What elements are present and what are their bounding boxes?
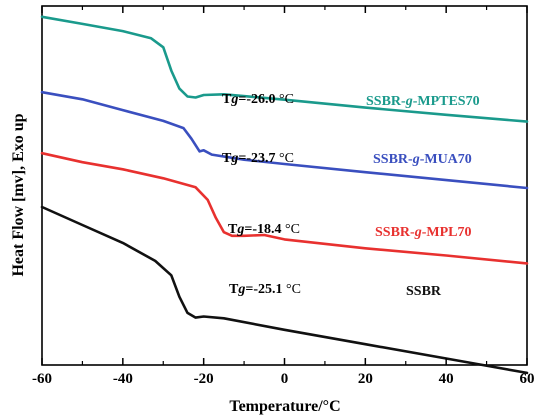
- x-tick-label: -40: [113, 371, 133, 387]
- series-layer: [40, 15, 529, 375]
- x-ticks: -60 -40 -20 0 20 40 60: [32, 6, 535, 387]
- plot-border: [41, 5, 528, 366]
- x-tick-label: -20: [194, 371, 214, 387]
- series-line: [40, 205, 529, 375]
- tg-annotation: Tg=-26.0 °C: [222, 92, 294, 107]
- series-line: [40, 90, 529, 190]
- series-name-label: SSBR-g-MPL70: [375, 225, 471, 240]
- x-tick-label: 60: [520, 371, 535, 387]
- tg-annotation: Tg=-23.7 °C: [222, 151, 294, 166]
- tg-annotation: Tg=-25.1 °C: [229, 282, 301, 297]
- series-line: [40, 15, 529, 123]
- series-name-label: SSBR: [406, 284, 442, 299]
- y-axis-title: Heat Flow [mv], Exo up: [10, 113, 27, 276]
- x-tick-label: 40: [439, 371, 454, 387]
- x-tick-label: -60: [32, 371, 52, 387]
- plot-frame: [41, 5, 528, 366]
- series-name-label: SSBR-g-MPTES70: [366, 94, 480, 109]
- x-tick-label: 0: [281, 371, 289, 387]
- series-line: [40, 151, 529, 265]
- x-axis-title: Temperature/°C: [229, 398, 340, 415]
- series-name-label: SSBR-g-MUA70: [373, 152, 472, 167]
- annotations: Tg=-26.0 °C SSBR-g-MPTES70 Tg=-23.7 °C SSBR…: [222, 92, 480, 299]
- tg-annotation: Tg=-18.4 °C: [228, 222, 300, 237]
- x-tick-label: 20: [358, 371, 373, 387]
